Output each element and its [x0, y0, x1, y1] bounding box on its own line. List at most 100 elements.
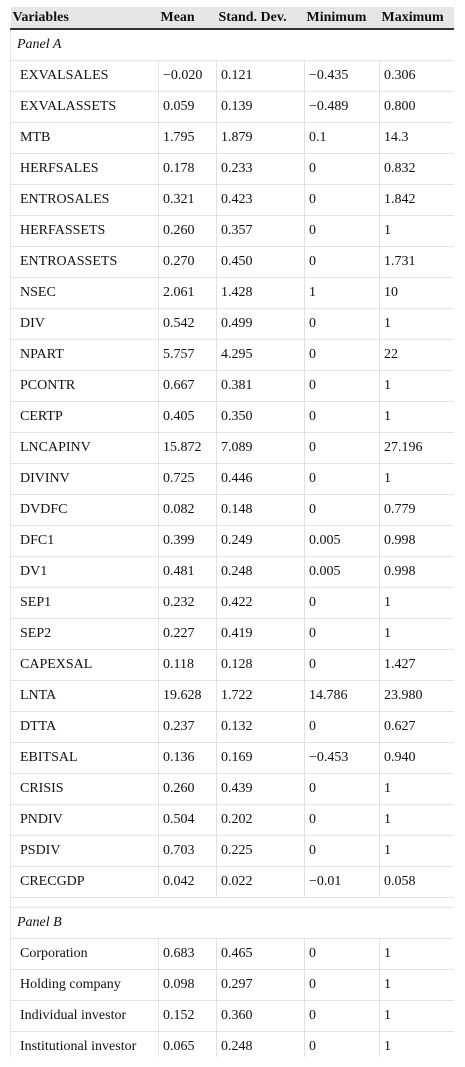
- table-row: Corporation 0.683 0.465 0 1: [10, 938, 454, 970]
- std-dev-cell: 0.225: [216, 835, 305, 867]
- std-dev-cell: 0.248: [216, 1031, 305, 1057]
- minimum-cell: 1: [304, 277, 380, 309]
- maximum-cell: 14.3: [379, 122, 454, 154]
- mean-cell: 0.399: [158, 525, 217, 557]
- table-row: HERFASSETS 0.260 0.357 0 1: [10, 215, 454, 247]
- std-dev-cell: 0.139: [216, 91, 305, 123]
- table-row: Individual investor 0.152 0.360 0 1: [10, 1000, 454, 1032]
- mean-cell: 0.504: [158, 804, 217, 836]
- maximum-cell: 1: [379, 773, 454, 805]
- table-row: EXVALASSETS 0.059 0.139 −0.489 0.800: [10, 91, 454, 123]
- table-row: HERFSALES 0.178 0.233 0 0.832: [10, 153, 454, 185]
- std-dev-cell: 0.132: [216, 711, 305, 743]
- std-dev-cell: 0.446: [216, 463, 305, 495]
- maximum-cell: 23.980: [379, 680, 454, 712]
- maximum-cell: 27.196: [379, 432, 454, 464]
- minimum-cell: 0: [304, 773, 380, 805]
- variable-cell: HERFSALES: [10, 153, 159, 185]
- table-row: DV1 0.481 0.248 0.005 0.998: [10, 556, 454, 588]
- variable-cell: DIVINV: [10, 463, 159, 495]
- minimum-cell: 0: [304, 184, 380, 216]
- table-row: DVDFC 0.082 0.148 0 0.779: [10, 494, 454, 526]
- maximum-cell: 1: [379, 969, 454, 1001]
- std-dev-cell: 0.439: [216, 773, 305, 805]
- maximum-cell: 1: [379, 804, 454, 836]
- minimum-cell: 0: [304, 1000, 380, 1032]
- minimum-cell: 0: [304, 153, 380, 185]
- variable-cell: CAPEXSAL: [10, 649, 159, 681]
- minimum-cell: −0.01: [304, 866, 380, 898]
- mean-cell: 0.136: [158, 742, 217, 774]
- maximum-cell: 1: [379, 618, 454, 650]
- std-dev-cell: 0.169: [216, 742, 305, 774]
- std-dev-cell: 0.350: [216, 401, 305, 433]
- variable-cell: LNTA: [10, 680, 159, 712]
- variable-cell: Corporation: [10, 938, 159, 970]
- maximum-cell: 1: [379, 370, 454, 402]
- table-row: MTB 1.795 1.879 0.1 14.3: [10, 122, 454, 154]
- variable-cell: ENTROASSETS: [10, 246, 159, 278]
- minimum-cell: 0: [304, 432, 380, 464]
- variable-cell: Institutional investor: [10, 1031, 159, 1057]
- variable-cell: Holding company: [10, 969, 159, 1001]
- mean-cell: 0.118: [158, 649, 217, 681]
- minimum-cell: 0: [304, 339, 380, 371]
- std-dev-cell: 0.499: [216, 308, 305, 340]
- mean-cell: 0.481: [158, 556, 217, 588]
- minimum-cell: 0.005: [304, 525, 380, 557]
- variable-cell: PNDIV: [10, 804, 159, 836]
- maximum-cell: 1: [379, 587, 454, 619]
- maximum-cell: 10: [379, 277, 454, 309]
- header-variables: Variables: [10, 7, 159, 30]
- table-row: LNTA 19.628 1.722 14.786 23.980: [10, 680, 454, 712]
- minimum-cell: 0: [304, 370, 380, 402]
- variable-cell: Individual investor: [10, 1000, 159, 1032]
- maximum-cell: 0.940: [379, 742, 454, 774]
- std-dev-cell: 0.360: [216, 1000, 305, 1032]
- maximum-cell: 0.832: [379, 153, 454, 185]
- variable-cell: EBITSAL: [10, 742, 159, 774]
- maximum-cell: 22: [379, 339, 454, 371]
- table-row: PNDIV 0.504 0.202 0 1: [10, 804, 454, 836]
- mean-cell: 0.237: [158, 711, 217, 743]
- mean-cell: 15.872: [158, 432, 217, 464]
- table-row: NPART 5.757 4.295 0 22: [10, 339, 454, 371]
- variable-cell: MTB: [10, 122, 159, 154]
- variable-cell: SEP1: [10, 587, 159, 619]
- header-maximum: Maximum: [379, 7, 454, 30]
- mean-cell: 0.098: [158, 969, 217, 1001]
- minimum-cell: 14.786: [304, 680, 380, 712]
- maximum-cell: 0.058: [379, 866, 454, 898]
- minimum-cell: 0: [304, 711, 380, 743]
- mean-cell: 0.227: [158, 618, 217, 650]
- mean-cell: 5.757: [158, 339, 217, 371]
- table-row: SEP1 0.232 0.422 0 1: [10, 587, 454, 619]
- std-dev-cell: 0.128: [216, 649, 305, 681]
- minimum-cell: 0: [304, 1031, 380, 1057]
- mean-cell: 0.260: [158, 773, 217, 805]
- maximum-cell: 1: [379, 1031, 454, 1057]
- mean-cell: 0.683: [158, 938, 217, 970]
- variable-cell: CRISIS: [10, 773, 159, 805]
- std-dev-cell: 0.357: [216, 215, 305, 247]
- header-mean: Mean: [158, 7, 217, 30]
- table-row: PSDIV 0.703 0.225 0 1: [10, 835, 454, 867]
- mean-cell: 0.270: [158, 246, 217, 278]
- maximum-cell: 1.842: [379, 184, 454, 216]
- mean-cell: 0.667: [158, 370, 217, 402]
- maximum-cell: 0.800: [379, 91, 454, 123]
- variable-cell: SEP2: [10, 618, 159, 650]
- variable-cell: DFC1: [10, 525, 159, 557]
- maximum-cell: 1: [379, 938, 454, 970]
- minimum-cell: 0: [304, 494, 380, 526]
- mean-cell: −0.020: [158, 60, 217, 92]
- minimum-cell: 0: [304, 215, 380, 247]
- variable-cell: EXVALSALES: [10, 60, 159, 92]
- std-dev-cell: 0.249: [216, 525, 305, 557]
- maximum-cell: 0.306: [379, 60, 454, 92]
- variable-cell: NPART: [10, 339, 159, 371]
- mean-cell: 0.152: [158, 1000, 217, 1032]
- mean-cell: 0.405: [158, 401, 217, 433]
- panel-spacer: [10, 897, 454, 908]
- minimum-cell: −0.489: [304, 91, 380, 123]
